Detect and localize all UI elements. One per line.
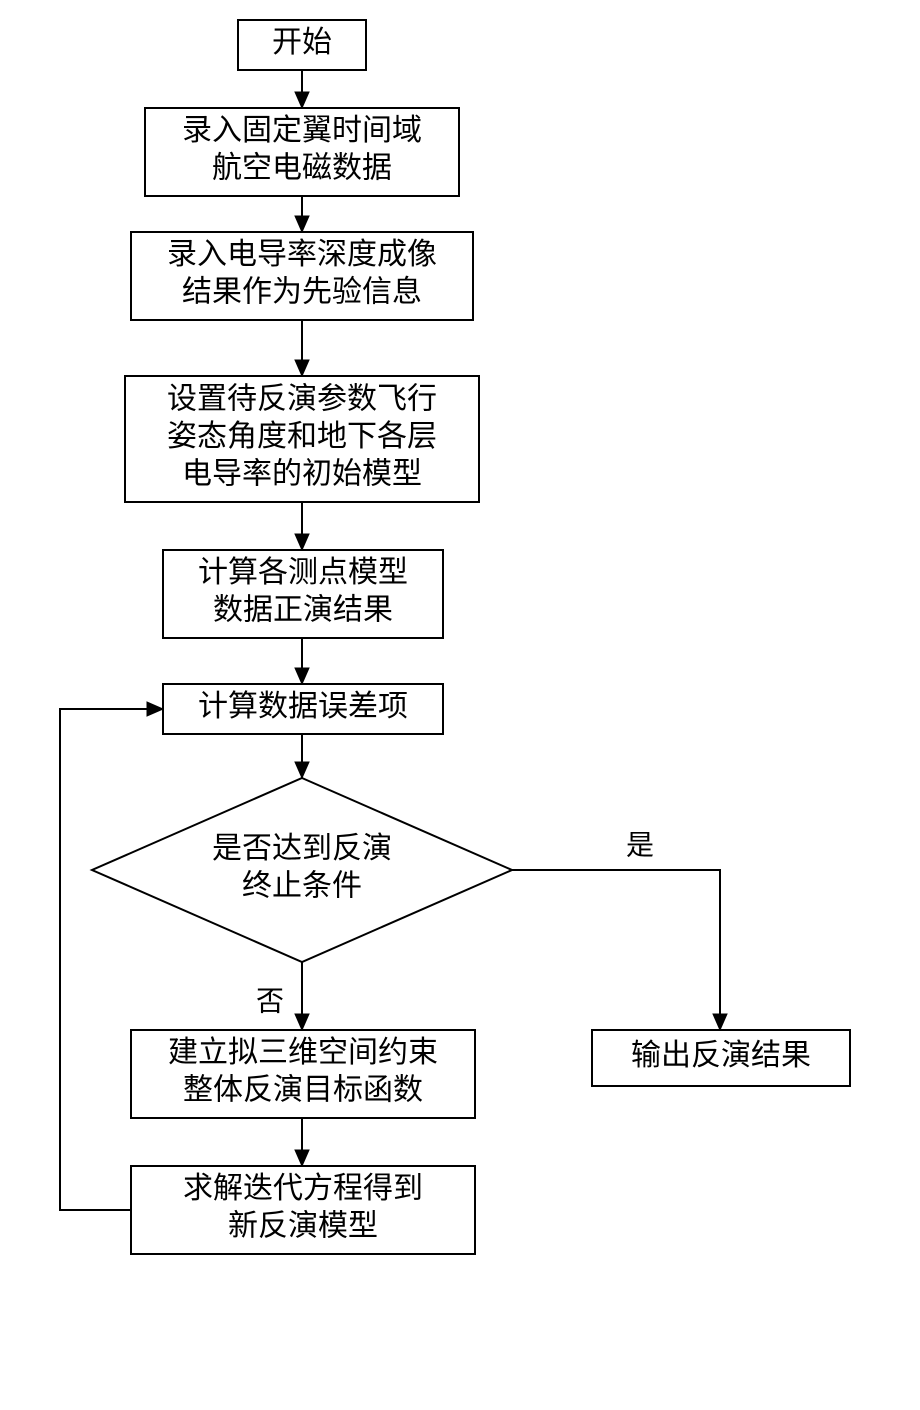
node-label-line: 设置待反演参数飞行 — [167, 382, 437, 415]
node-start: 开始 — [238, 20, 366, 70]
node-label-line: 开始 — [272, 26, 332, 59]
edge-label: 是 — [626, 830, 654, 861]
node-label-line: 建立拟三维空间约束 — [168, 1036, 438, 1069]
node-n7: 建立拟三维空间约束整体反演目标函数 — [131, 1030, 475, 1118]
node-n1: 录入固定翼时间域航空电磁数据 — [145, 108, 459, 196]
node-label-line: 数据正演结果 — [213, 594, 393, 627]
node-label-line: 姿态角度和地下各层 — [167, 420, 437, 453]
node-n5: 计算数据误差项 — [163, 684, 443, 734]
node-label-line: 航空电磁数据 — [212, 152, 392, 185]
node-label-line: 终止条件 — [242, 870, 362, 903]
node-output: 输出反演结果 — [592, 1030, 850, 1086]
node-n8: 求解迭代方程得到新反演模型 — [131, 1166, 475, 1254]
edge-label: 否 — [256, 986, 284, 1017]
node-label-line: 新反演模型 — [228, 1210, 378, 1243]
node-label-line: 录入固定翼时间域 — [182, 114, 422, 147]
node-label-line: 电导率的初始模型 — [182, 457, 422, 490]
node-n3: 设置待反演参数飞行姿态角度和地下各层电导率的初始模型 — [125, 376, 479, 502]
node-label-line: 求解迭代方程得到 — [183, 1172, 423, 1205]
node-label-line: 是否达到反演 — [212, 832, 392, 865]
node-label-line: 录入电导率深度成像 — [167, 238, 437, 271]
node-label-line: 计算数据误差项 — [198, 690, 408, 723]
node-label-line: 结果作为先验信息 — [182, 276, 422, 309]
node-n4: 计算各测点模型数据正演结果 — [163, 550, 443, 638]
node-label-line: 计算各测点模型 — [198, 556, 408, 589]
node-label-line: 输出反演结果 — [631, 1039, 811, 1072]
node-label-line: 整体反演目标函数 — [183, 1074, 423, 1107]
node-n2: 录入电导率深度成像结果作为先验信息 — [131, 232, 473, 320]
